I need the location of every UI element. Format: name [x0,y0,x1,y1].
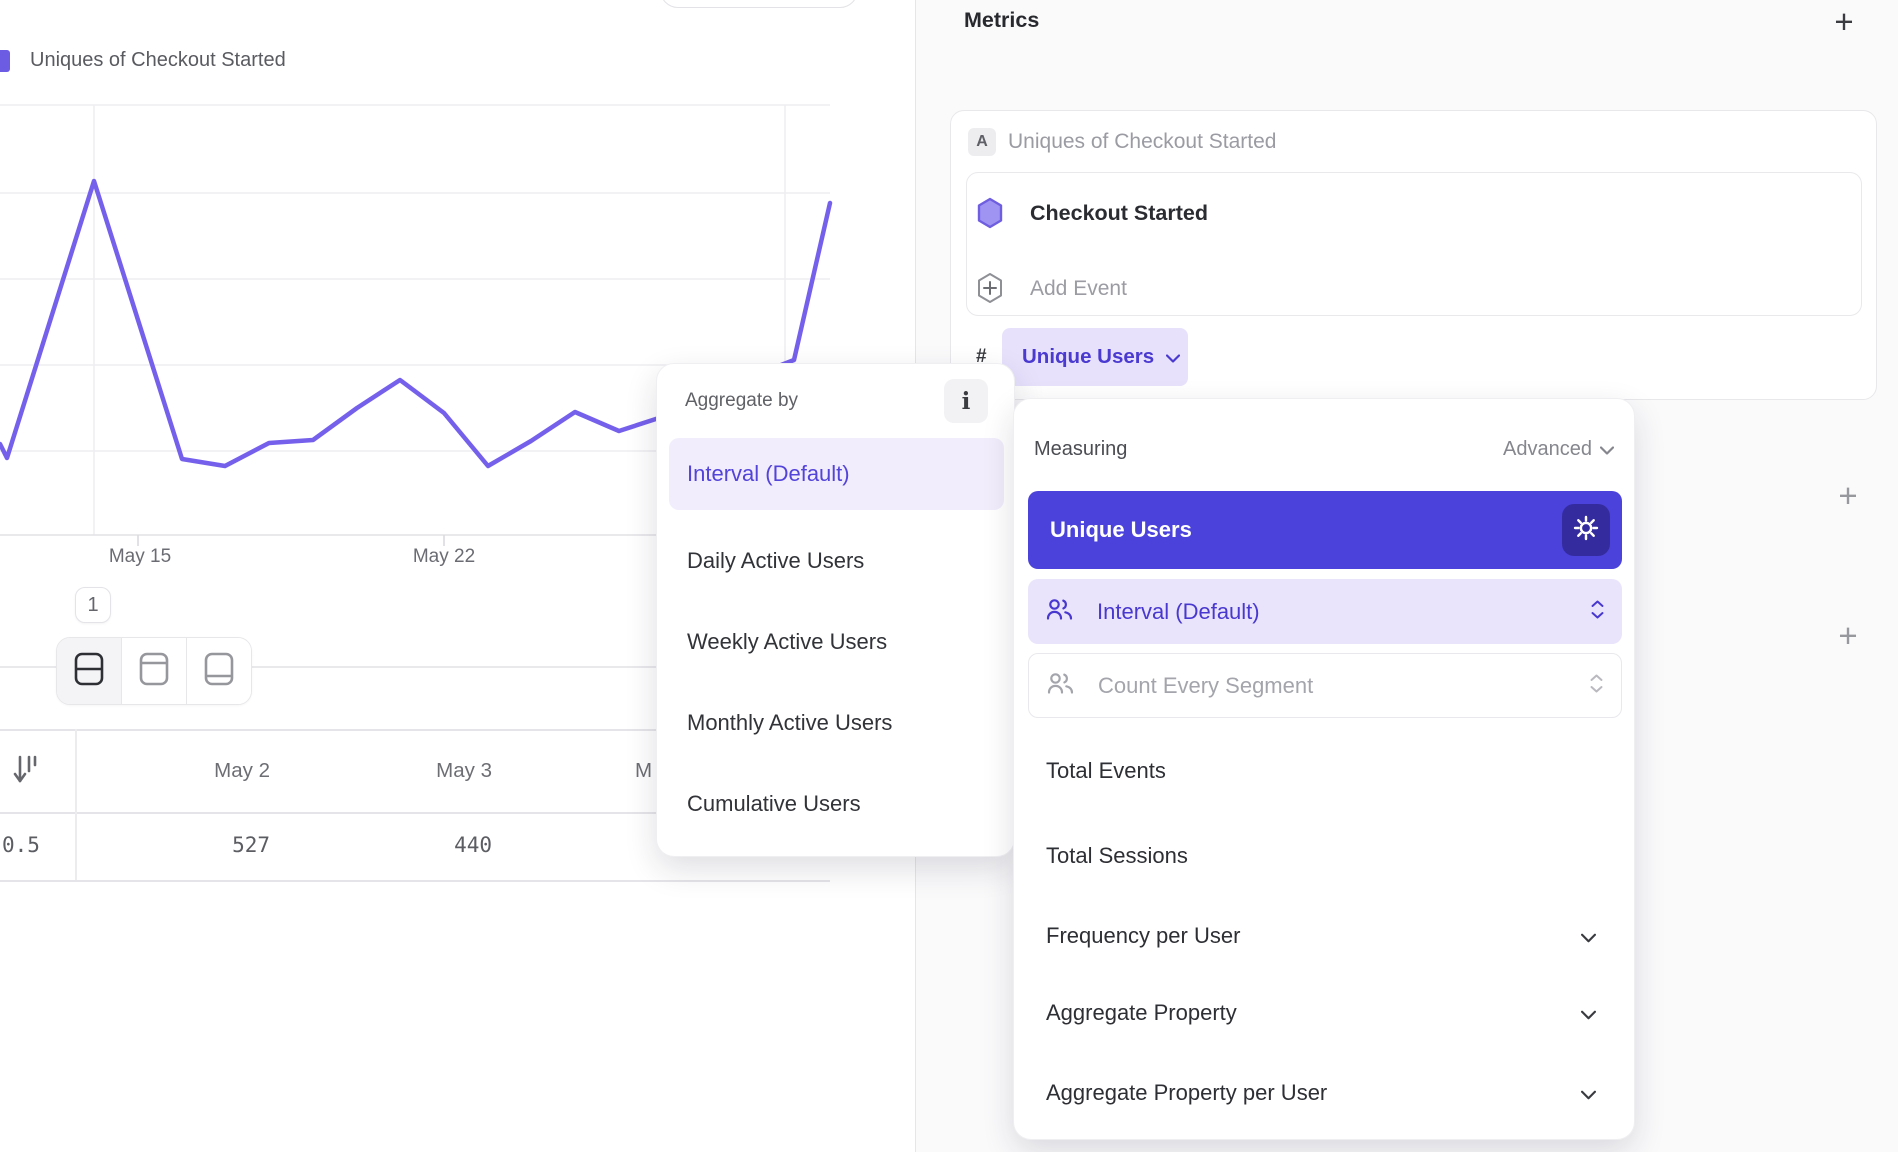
chevron-down-icon [1581,923,1596,949]
metric-badge-a: A [968,128,996,156]
metrics-panel-title: Metrics [964,8,1040,32]
cell-may-3-value: 440 [454,833,492,857]
interval-selector-row[interactable]: Interval (Default) [1028,579,1622,644]
legend-swatch [0,50,10,72]
chevron-down-icon [1581,1000,1596,1026]
chevron-down-icon [1599,438,1615,461]
menu-item-daily-active-users[interactable]: Daily Active Users [687,548,865,573]
advanced-toggle[interactable]: Advanced [1503,437,1615,461]
add-breakdown-button[interactable]: + [1838,617,1858,654]
measurement-type-symbol: # [976,346,987,367]
row-label-truncated: 0.5 [2,833,40,857]
advanced-label: Advanced [1503,437,1592,460]
aggregate-by-menu: Aggregate by i Interval (Default) Daily … [656,363,1015,857]
option-label: Total Events [1046,758,1166,783]
measure-settings-button[interactable] [1562,504,1610,556]
menu-item-interval-default[interactable]: Interval (Default) [669,438,1004,510]
interval-selector-label: Interval (Default) [1097,598,1260,624]
table-column-divider [75,729,77,880]
table-row-border [0,880,830,882]
add-event-button[interactable]: Add Event [1030,277,1127,300]
unique-users-chip[interactable]: Unique Users [1002,328,1188,386]
users-icon [1046,598,1073,626]
add-event-icon [975,272,1005,309]
event-card [966,172,1862,316]
info-icon[interactable]: i [944,379,988,423]
measuring-option-unique-users-selected[interactable]: Unique Users [1028,491,1622,569]
add-filter-button[interactable]: + [1838,477,1858,514]
chevron-down-icon [1166,345,1181,369]
column-header-partial: M [635,759,653,782]
layout-split-button[interactable] [57,638,122,704]
measuring-title: Measuring [1034,437,1128,460]
split-view-icon [72,649,106,694]
table-top-border [0,729,830,731]
up-down-selector-icon [1591,600,1604,624]
segment-selector-row[interactable]: Count Every Segment [1028,653,1622,718]
sort-rows-button[interactable] [10,750,42,794]
measuring-menu: Measuring Advanced Unique Users [1013,398,1635,1140]
cell-may-2-value: 527 [232,833,270,857]
aggregate-by-title: Aggregate by [685,390,799,411]
option-label: Frequency per User [1046,923,1241,948]
layout-toggle-group [56,637,252,705]
option-label: Aggregate Property per User [1046,1080,1328,1105]
x-tick-may-22: May 22 [412,546,476,567]
table-view-icon [202,649,236,694]
table-header-border [0,812,830,814]
page-number-badge[interactable]: 1 [75,587,111,623]
event-hexagon-icon [975,197,1005,234]
measuring-option-aggregate-property-per-user[interactable]: Aggregate Property per User [1028,1063,1622,1123]
add-metric-button[interactable]: + [1834,3,1854,40]
measuring-option-frequency-per-user[interactable]: Frequency per User [1028,906,1622,966]
selected-measure-label: Unique Users [1050,517,1192,542]
users-icon [1047,672,1074,700]
gear-icon [1572,514,1600,547]
layout-table-only-button[interactable] [187,638,251,704]
column-header-may-3: May 3 [436,759,492,782]
measuring-option-total-events[interactable]: Total Events [1028,741,1622,801]
menu-item-weekly-active-users[interactable]: Weekly Active Users [687,629,888,654]
measuring-option-total-sessions[interactable]: Total Sessions [1028,826,1622,886]
menu-item-cumulative-users[interactable]: Cumulative Users [687,791,861,816]
option-label: Total Sessions [1046,843,1188,868]
x-tick-may-15: May 15 [108,546,172,567]
section-divider [0,666,915,668]
legend-label[interactable]: Uniques of Checkout Started [30,49,286,71]
measuring-option-aggregate-property[interactable]: Aggregate Property [1028,983,1622,1043]
unique-users-chip-label: Unique Users [1022,345,1155,368]
metric-name-field[interactable]: Uniques of Checkout Started [1008,130,1277,153]
sort-icon [13,751,39,794]
chevron-down-icon [1581,1080,1596,1106]
segment-selector-label: Count Every Segment [1098,672,1314,698]
option-label: Aggregate Property [1046,1000,1237,1025]
up-down-selector-icon [1590,674,1603,698]
layout-chart-only-button[interactable] [122,638,187,704]
menu-item-monthly-active-users[interactable]: Monthly Active Users [687,710,893,735]
column-header-may-2: May 2 [214,759,270,782]
event-name[interactable]: Checkout Started [1030,201,1209,225]
chart-view-icon [137,649,171,694]
